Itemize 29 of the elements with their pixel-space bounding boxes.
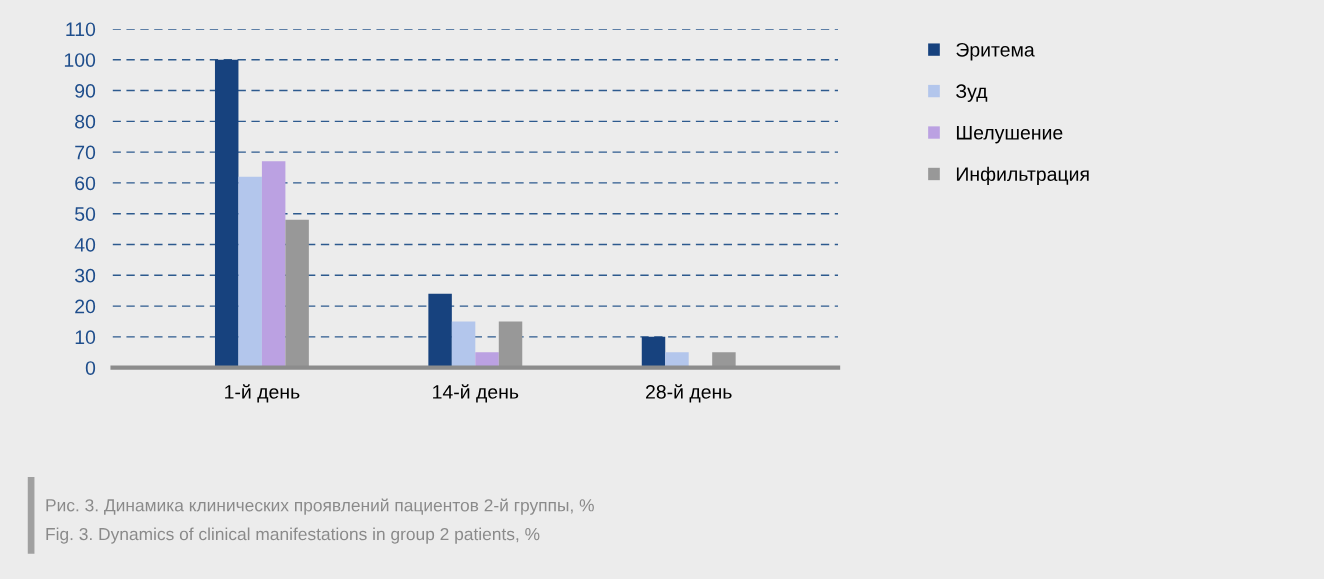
bar [238, 176, 262, 368]
y-tick-label: 80 [75, 114, 96, 129]
x-tick-label: 1-й день [225, 384, 300, 403]
legend-label: Эритема [956, 42, 1035, 61]
bar [214, 59, 239, 368]
y-tick-label: 50 [75, 207, 96, 221]
bar [475, 352, 499, 368]
y-tick-label: 110 [66, 22, 96, 37]
caption: Fig. 3. Dynamics of clinical manifestations in group 2 patients, % [46, 527, 540, 544]
y-tick-label: 90 [75, 84, 96, 98]
y-tick-label: 30 [74, 268, 96, 283]
y-tick-label: 60 [75, 176, 96, 191]
text: Рис. 3. Динамика клинических проявлений пациентов 2-й группы, % [46, 498, 594, 515]
x-tick-label: 14-й день [433, 384, 519, 403]
legend-label: Инфильтрация [956, 166, 1089, 185]
bar [261, 161, 286, 368]
y-tick-label: 100 [64, 53, 96, 67]
x-tick-label: 28-й день [646, 384, 732, 403]
y-tick-label: 10 [75, 330, 96, 345]
y-tick-label: 20 [75, 299, 96, 314]
bar [641, 336, 666, 368]
legend-label: Зуд [956, 84, 988, 102]
y-tick-label: 70 [75, 145, 96, 160]
y-tick-label: 0 [85, 361, 96, 375]
y-tick-label: 40 [74, 237, 96, 252]
bar [451, 321, 476, 368]
bar [428, 293, 452, 368]
bar [665, 352, 689, 368]
legend-label: Шелушение [956, 126, 1063, 144]
